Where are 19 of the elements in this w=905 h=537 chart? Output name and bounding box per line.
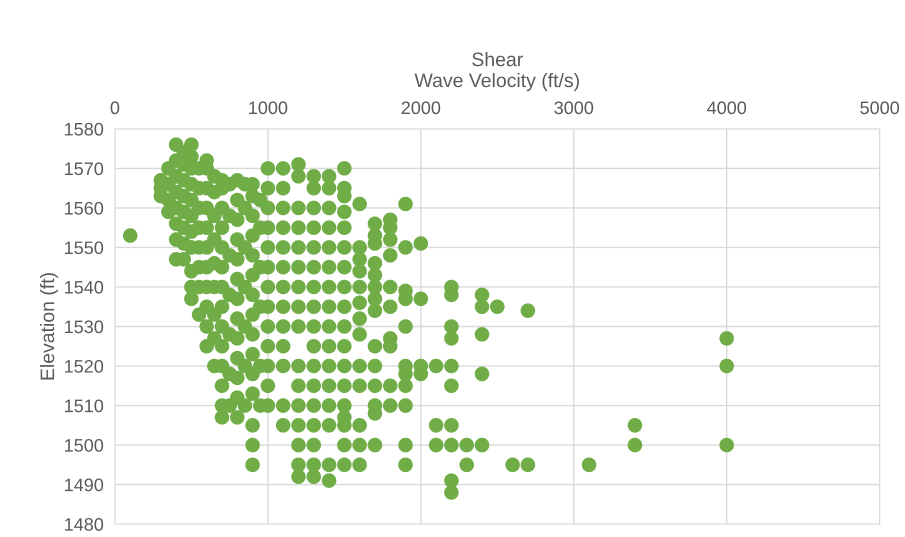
x-tick-label: 2000 [402, 101, 440, 114]
x-tick-label: 4000 [707, 101, 746, 114]
y-tick-label: 1540 [65, 280, 104, 294]
x-tick-label: 0 [110, 101, 120, 114]
y-tick-label: 1480 [65, 518, 104, 531]
y-axis-title: Elevation (ft) [40, 273, 58, 380]
x-axis-title: Shear Wave Velocity (ft/s) [414, 52, 579, 92]
y-tick-label: 1550 [65, 241, 104, 254]
x-tick-label: 3000 [554, 101, 594, 114]
y-tick-label: 1560 [65, 202, 104, 215]
y-tick-label: 1520 [65, 360, 104, 373]
y-tick-label: 1510 [65, 399, 104, 412]
y-tick-label: 1570 [65, 162, 104, 176]
x-tick-label: 5000 [860, 101, 900, 114]
y-tick-label: 1500 [65, 439, 104, 452]
y-tick-label: 1530 [65, 320, 104, 334]
y-tick-label: 1490 [65, 478, 104, 492]
y-tick-label: 1580 [65, 122, 104, 136]
x-tick-label: 1000 [249, 101, 288, 114]
